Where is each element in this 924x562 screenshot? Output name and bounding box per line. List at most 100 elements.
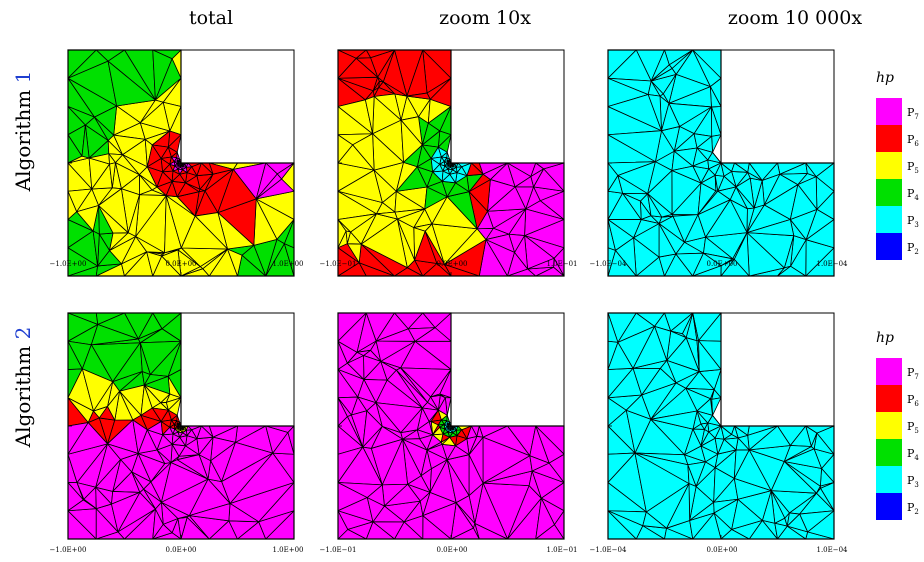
legend-swatch [876, 179, 902, 206]
mesh-element [81, 124, 90, 159]
row-title-algorithm-1: Algorithm 1 [11, 71, 35, 193]
tick-label: 1.0E+00 [272, 260, 303, 268]
mesh-panel-alg1-zoom10 [337, 49, 565, 277]
tick-label: −1.0E+00 [50, 260, 87, 268]
mesh-element [265, 425, 289, 454]
empty-region [451, 313, 564, 426]
row-label: Algorithm [11, 339, 35, 448]
mesh-element [422, 502, 457, 539]
mesh-element [139, 488, 156, 510]
tick-label: 1.0E+00 [272, 546, 303, 554]
mesh-element [366, 402, 383, 427]
mesh-element [777, 265, 791, 276]
mesh-element [675, 371, 700, 389]
legend-label: P3 [907, 474, 919, 489]
mesh-element [108, 153, 116, 165]
legend-swatch [876, 493, 902, 520]
empty-region [451, 50, 564, 163]
mesh-element [696, 410, 713, 424]
mesh-element [375, 328, 416, 342]
mesh-element [137, 328, 163, 344]
mesh-element [276, 219, 294, 245]
mesh-element [711, 397, 722, 416]
mesh-element [704, 422, 710, 433]
mesh-panel-alg2-zoom10 [337, 312, 565, 540]
mesh-element [356, 349, 371, 356]
mesh-element [535, 497, 555, 539]
empty-region [181, 313, 294, 426]
mesh-element [783, 448, 822, 469]
tick-label: 1.0E−04 [816, 260, 848, 268]
empty-region [721, 50, 834, 163]
mesh-element [714, 437, 725, 455]
mesh-element [161, 478, 209, 517]
mesh-element [377, 76, 384, 83]
mesh-element [720, 258, 735, 276]
mesh-element [700, 431, 716, 447]
mesh-element [810, 432, 818, 450]
tick-label: −1.0E−01 [320, 546, 357, 554]
mesh-element [95, 486, 112, 510]
tick-label: 0.0E+00 [165, 546, 196, 554]
mesh-element [529, 455, 550, 472]
legend-title: hp [876, 70, 894, 86]
legend-label: P3 [907, 214, 919, 229]
legend-label: P2 [907, 501, 919, 516]
mesh-panel-alg1-zoom10000 [607, 49, 835, 277]
mesh-element [527, 257, 555, 270]
mesh-element [139, 342, 151, 375]
tick-label: −1.0E−04 [590, 260, 627, 268]
tick-label: 0.0E+00 [706, 260, 737, 268]
mesh-element [366, 484, 385, 507]
mesh-element [107, 60, 156, 107]
mesh-element [608, 219, 642, 239]
hp-legend-1: hp P7 P6 P5 P4 P3 P2 [876, 70, 919, 260]
legend-label: P6 [907, 393, 919, 408]
mesh-element [485, 233, 515, 253]
mesh-element [90, 324, 139, 346]
tick-label: 1.0E−01 [546, 260, 577, 268]
tick-label: −1.0E+00 [50, 546, 87, 554]
tick-label: −1.0E−01 [320, 260, 357, 268]
mesh-element [487, 186, 527, 212]
mesh-element [107, 390, 120, 421]
tick-label: 0.0E+00 [165, 260, 196, 268]
row-number: 1 [11, 71, 35, 84]
mesh-element [711, 134, 722, 153]
mesh-element [109, 232, 137, 251]
mesh-element [94, 116, 115, 141]
legend-title: hp [876, 330, 894, 346]
mesh-element [352, 133, 375, 171]
tick-label: 1.0E−01 [546, 546, 577, 554]
legend-label: P4 [907, 447, 919, 462]
row-label: Algorithm [11, 83, 35, 192]
empty-region [721, 313, 834, 426]
mesh-element [625, 394, 652, 420]
mesh-element [816, 485, 821, 494]
mesh-element [786, 513, 809, 533]
legend-label: P7 [907, 366, 919, 381]
mesh-element [155, 501, 164, 525]
mesh-element [731, 162, 749, 173]
mesh-element [632, 326, 668, 369]
tick-label: −1.0E−04 [590, 546, 627, 554]
mesh-element [661, 102, 681, 132]
mesh-element [382, 81, 408, 97]
legend-swatch [876, 358, 902, 385]
mesh-element [76, 205, 99, 232]
mesh-element [180, 215, 228, 250]
mesh-panel-alg2-zoom10000 [607, 312, 835, 540]
hp-legend-2: hp P7 P6 P5 P4 P3 P2 [876, 330, 919, 520]
mesh-element [188, 503, 231, 522]
column-title-zoom-10x: zoom 10x [439, 7, 531, 29]
mesh-panel-alg2-total [67, 312, 295, 540]
mesh-element [364, 96, 375, 135]
mesh-element [608, 130, 662, 163]
mesh-element [805, 162, 817, 178]
mesh-element [255, 173, 282, 200]
mesh-element [684, 428, 702, 456]
mesh-element [98, 205, 129, 234]
mesh-element [107, 443, 139, 460]
mesh-element [647, 161, 673, 195]
